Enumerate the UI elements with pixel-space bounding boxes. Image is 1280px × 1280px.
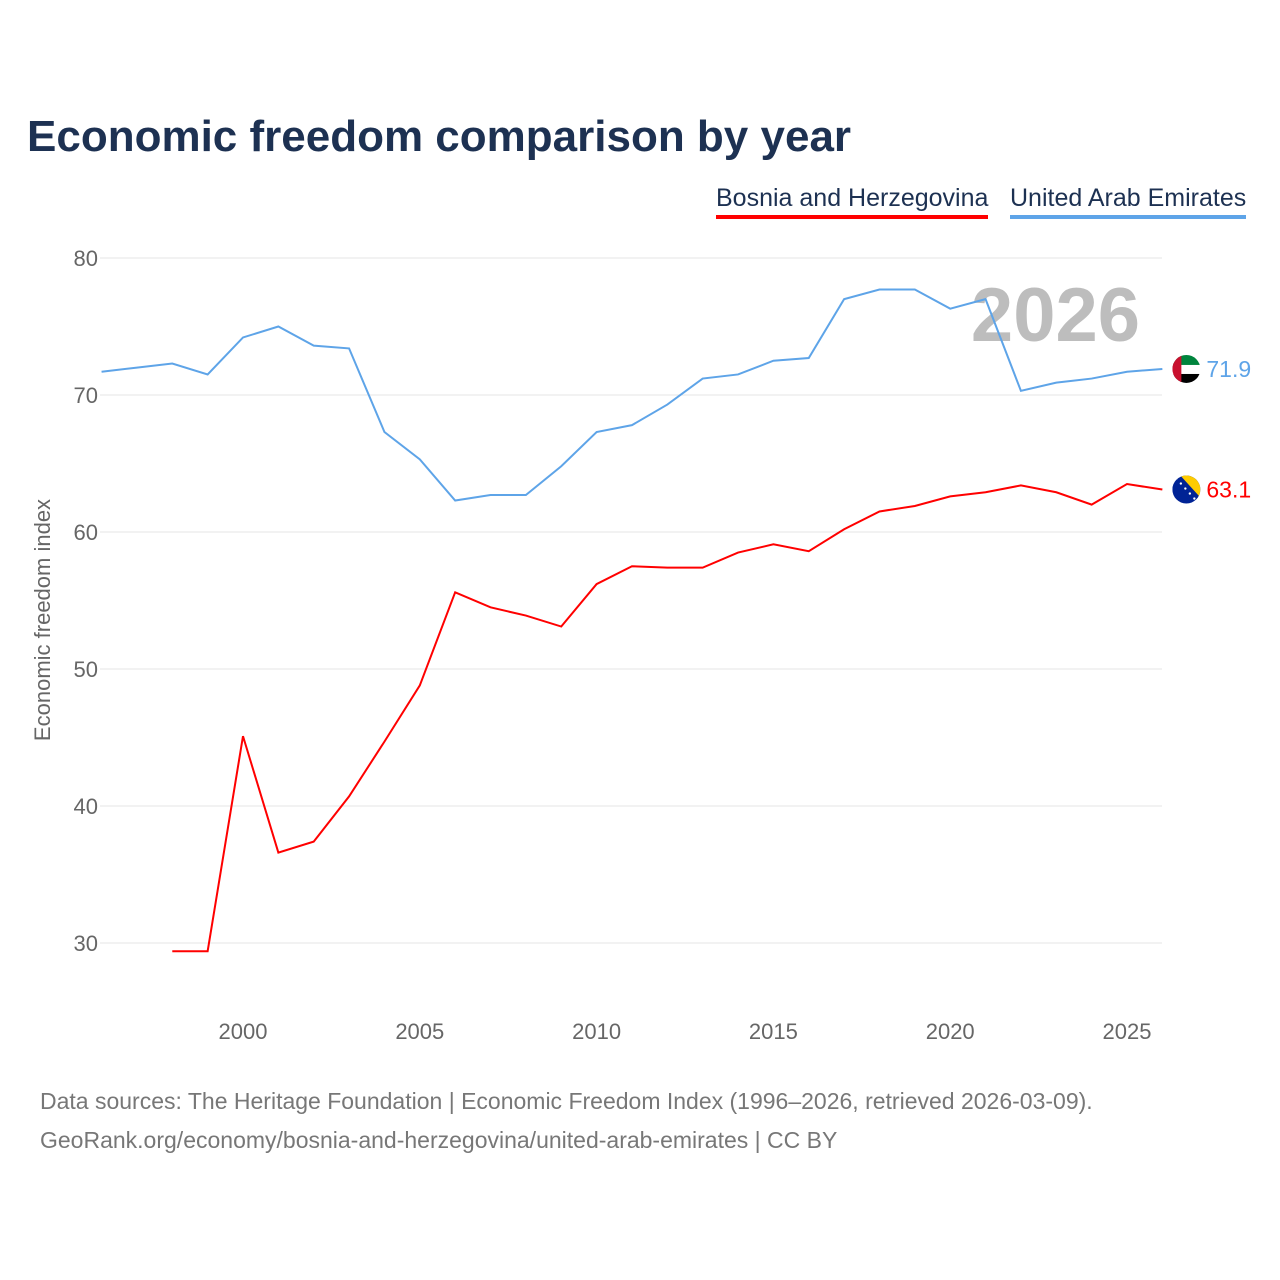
footer-url[interactable]: GeoRank.org/economy/bosnia-and-herzegovi… (40, 1127, 838, 1153)
x-tick-label: 2020 (926, 1019, 975, 1044)
y-tick-label: 70 (74, 383, 98, 408)
legend-uae[interactable]: United Arab Emirates (1010, 184, 1247, 219)
legend-bosnia[interactable]: Bosnia and Herzegovina (716, 184, 989, 219)
year-watermark: 2026 (971, 273, 1140, 358)
y-tick-label: 40 (74, 794, 98, 819)
x-tick-label: 2010 (572, 1019, 621, 1044)
uae-flag-icon (1172, 354, 1201, 383)
series-line-bosnia[interactable] (172, 483, 1163, 953)
x-tick-label: 2005 (395, 1019, 444, 1044)
series-line-uae[interactable] (101, 288, 1163, 502)
y-tick-label: 30 (74, 931, 98, 956)
end-value-label: 71.9 (1206, 356, 1251, 382)
chart-title: Economic freedom comparison by year (27, 112, 852, 161)
y-tick-label: 80 (74, 246, 98, 271)
y-tick-label: 60 (74, 520, 98, 545)
x-tick-label: 2015 (749, 1019, 798, 1044)
footer-sources: Data sources: The Heritage Foundation | … (40, 1088, 1093, 1114)
end-value-label: 63.1 (1206, 477, 1251, 503)
y-axis-label: Economic freedom index (30, 499, 55, 741)
bosnia-flag-icon (1172, 475, 1201, 504)
y-tick-label: 50 (74, 657, 98, 682)
x-tick-label: 2000 (219, 1019, 268, 1044)
x-tick-label: 2025 (1103, 1019, 1152, 1044)
